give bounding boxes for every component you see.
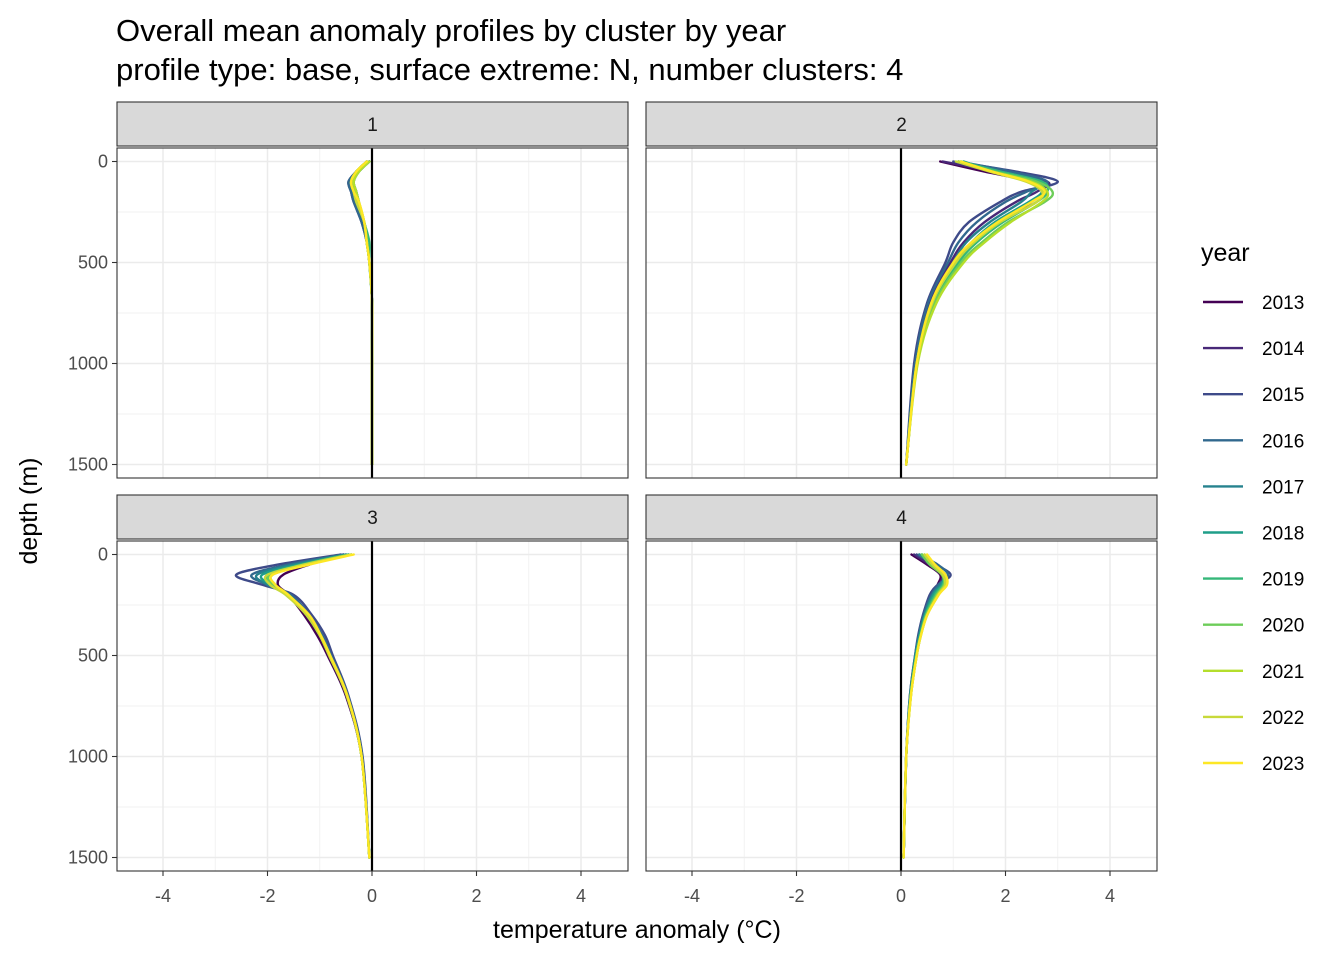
x-tick-label: -4	[155, 886, 171, 906]
legend-label-2015: 2015	[1262, 385, 1304, 406]
series-line-2023	[269, 553, 371, 859]
y-axis-group: 0 500 1000 1500 0 500 1000 1500	[68, 152, 117, 868]
panel-strip	[116, 494, 629, 540]
panel-border	[645, 147, 1158, 479]
y-tick-label: 500	[78, 253, 108, 273]
legend-title: year	[1201, 239, 1250, 267]
panel-strip-label: 3	[367, 508, 378, 529]
y-tick-label: 1500	[68, 848, 108, 868]
panel-2: 2	[645, 101, 1158, 479]
legend-label-2022: 2022	[1262, 708, 1304, 729]
series-group	[902, 553, 952, 859]
series-group	[905, 160, 1060, 466]
y-tick-label: 500	[78, 646, 108, 666]
series-line-2016	[905, 160, 1049, 466]
minor-gridlines	[117, 541, 628, 871]
series-line-2023	[905, 160, 1046, 466]
legend-label-2023: 2023	[1262, 754, 1304, 775]
x-axis-group: -4 -2 0 2 4 -4 -2 0 2 4	[155, 871, 1115, 906]
y-tick-label: 1000	[68, 747, 108, 767]
y-tick-label: 0	[98, 545, 108, 565]
x-tick-label: 0	[896, 886, 906, 906]
chart-title: Overall mean anomaly profiles by cluster…	[116, 13, 786, 48]
panel-3: 3	[116, 494, 629, 872]
panel-strip	[645, 494, 1158, 540]
series-group	[234, 553, 371, 859]
legend-label-2021: 2021	[1262, 662, 1304, 683]
y-axis-title: depth (m)	[15, 458, 43, 565]
minor-gridlines	[646, 541, 1157, 871]
legend-label-2018: 2018	[1262, 524, 1304, 545]
panels-group: 1 2 3 4	[116, 101, 1158, 872]
legend-label-2020: 2020	[1262, 616, 1304, 637]
y-tick-label: 1000	[68, 354, 108, 374]
y-tick-label: 0	[98, 152, 108, 172]
panel-border	[116, 147, 629, 479]
x-tick-label: 4	[1105, 886, 1115, 906]
x-tick-label: 0	[367, 886, 377, 906]
legend-label-2016: 2016	[1262, 431, 1304, 452]
panel-strip-label: 2	[896, 115, 907, 136]
legend-label-2017: 2017	[1262, 477, 1304, 498]
x-tick-label: 2	[471, 886, 481, 906]
legend: year 2013 2014 2015 2016 2017 2018 2019 2020 202…	[1201, 239, 1305, 775]
panel-strip-label: 4	[896, 508, 907, 529]
panel-strip	[116, 101, 629, 147]
panel-4: 4	[645, 494, 1158, 872]
y-tick-label: 1500	[68, 455, 108, 475]
x-tick-label: 2	[1000, 886, 1010, 906]
x-tick-label: 4	[576, 886, 586, 906]
series-line-2023	[902, 553, 949, 859]
panel-1: 1	[116, 101, 629, 479]
panel-strip-label: 1	[367, 115, 378, 136]
legend-label-2013: 2013	[1262, 293, 1304, 314]
legend-label-2019: 2019	[1262, 570, 1304, 591]
x-axis-title: temperature anomaly (°C)	[493, 916, 781, 944]
x-tick-label: -2	[788, 886, 804, 906]
legend-label-2014: 2014	[1262, 339, 1305, 360]
x-tick-label: -4	[684, 886, 700, 906]
panel-strip	[645, 101, 1158, 147]
chart-subtitle: profile type: base, surface extreme: N, …	[116, 52, 903, 87]
x-tick-label: -2	[259, 886, 275, 906]
